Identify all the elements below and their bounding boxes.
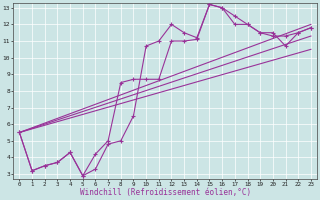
X-axis label: Windchill (Refroidissement éolien,°C): Windchill (Refroidissement éolien,°C) <box>80 188 251 197</box>
